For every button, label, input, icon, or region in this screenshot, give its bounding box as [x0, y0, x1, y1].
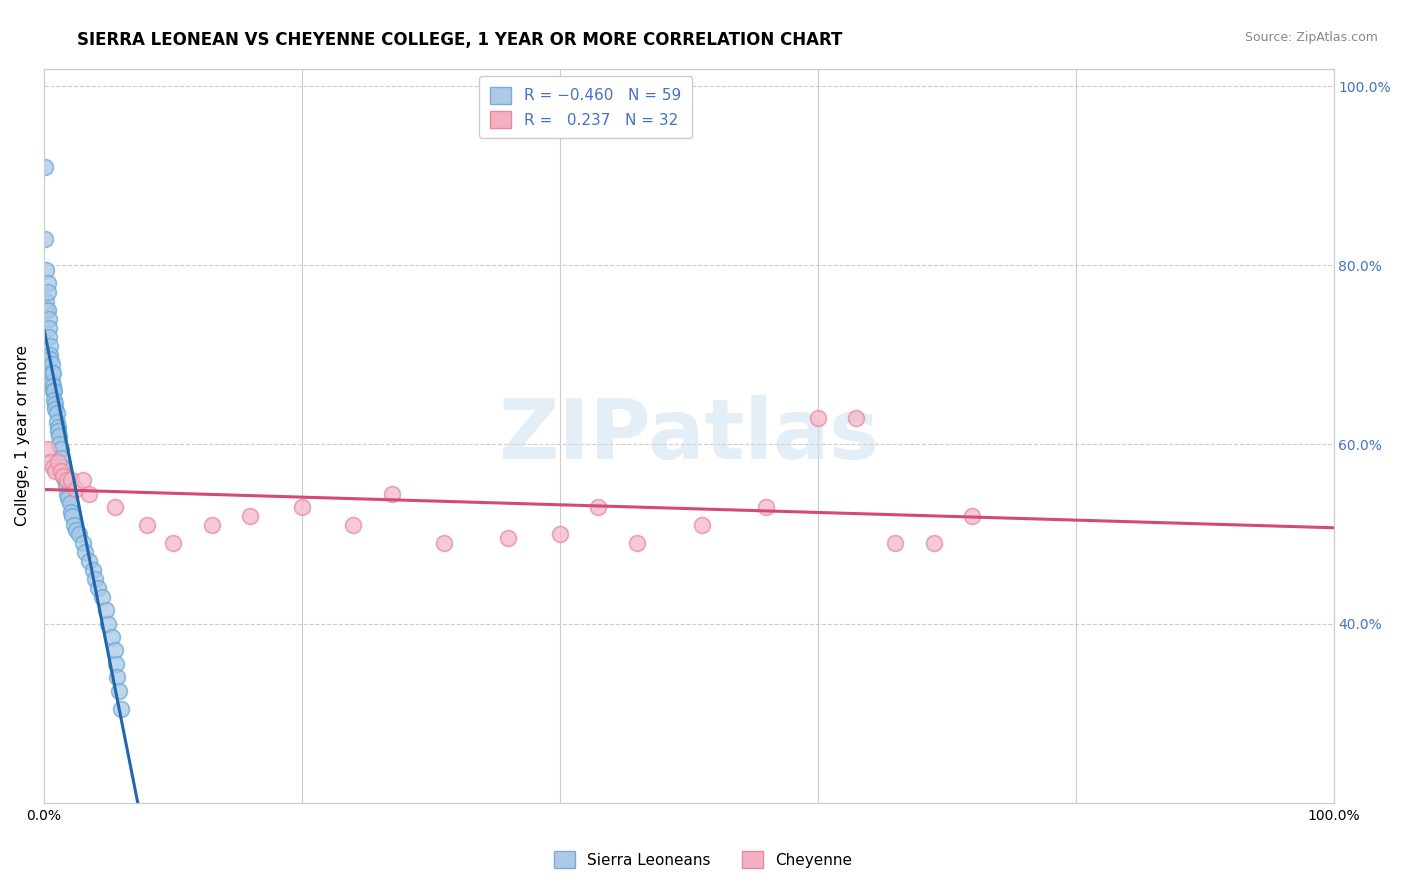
Point [72, 536, 94, 550]
Point [105, 657, 128, 671]
Legend: R = −0.460   N = 59, R =   0.237   N = 32: R = −0.460 N = 59, R = 0.237 N = 32 [479, 76, 692, 138]
Point [107, 683, 129, 698]
Point [56, 486, 79, 500]
Point [77, 486, 100, 500]
Point [97, 616, 120, 631]
Point [45, 406, 67, 420]
Point [44, 384, 66, 398]
Point [90, 590, 112, 604]
Point [626, 536, 648, 550]
Point [49, 450, 72, 465]
Point [48, 437, 70, 451]
Point [65, 523, 87, 537]
Point [690, 518, 713, 533]
Point [200, 518, 222, 533]
Point [162, 536, 184, 550]
Point [46, 419, 69, 434]
Point [342, 518, 364, 533]
Point [41, 366, 63, 380]
Point [44, 464, 66, 478]
Point [239, 509, 262, 524]
Point [87, 581, 110, 595]
Point [77, 554, 100, 568]
Point [44, 401, 66, 416]
Point [807, 410, 830, 425]
Point [433, 536, 456, 550]
Point [37, 303, 59, 318]
Point [52, 468, 75, 483]
Point [42, 366, 65, 380]
Point [46, 455, 69, 469]
Point [59, 505, 82, 519]
Point [381, 486, 404, 500]
Point [72, 473, 94, 487]
Text: Source: ZipAtlas.com: Source: ZipAtlas.com [1244, 31, 1378, 45]
Point [42, 459, 65, 474]
Point [922, 536, 945, 550]
Point [56, 473, 79, 487]
Point [67, 527, 90, 541]
Point [62, 518, 84, 533]
Point [291, 500, 314, 515]
Point [94, 603, 117, 617]
Point [60, 509, 83, 524]
Point [42, 384, 65, 398]
Point [37, 277, 59, 291]
Point [101, 630, 124, 644]
Point [104, 643, 127, 657]
Point [84, 572, 107, 586]
Point [38, 312, 60, 326]
Point [755, 500, 778, 515]
Point [104, 500, 127, 515]
Y-axis label: College, 1 year or more: College, 1 year or more [15, 345, 30, 526]
Point [105, 670, 128, 684]
Point [75, 545, 97, 559]
Point [34, 231, 56, 245]
Point [39, 455, 62, 469]
Point [588, 500, 610, 515]
Point [35, 303, 58, 318]
Point [884, 536, 907, 550]
Point [52, 468, 75, 483]
Text: ZIPatlas: ZIPatlas [498, 395, 879, 476]
Point [496, 532, 519, 546]
Point [37, 442, 59, 456]
Text: SIERRA LEONEAN VS CHEYENNE COLLEGE, 1 YEAR OR MORE CORRELATION CHART: SIERRA LEONEAN VS CHEYENNE COLLEGE, 1 YE… [77, 31, 842, 49]
Point [110, 701, 132, 715]
Point [59, 496, 82, 510]
Point [42, 379, 65, 393]
Point [136, 518, 159, 533]
Point [548, 527, 571, 541]
Point [55, 477, 77, 491]
Point [59, 473, 82, 487]
Point [65, 482, 87, 496]
Point [37, 285, 59, 300]
Point [53, 473, 76, 487]
Point [82, 563, 104, 577]
Point [39, 352, 62, 367]
Point [49, 442, 72, 456]
Point [44, 397, 66, 411]
Point [39, 339, 62, 353]
Point [962, 509, 984, 524]
Point [46, 424, 69, 438]
Point [51, 459, 73, 474]
Point [38, 321, 60, 335]
Point [35, 263, 58, 277]
Point [45, 415, 67, 429]
Point [41, 357, 63, 371]
Point [58, 491, 80, 506]
Point [38, 330, 60, 344]
Point [48, 428, 70, 442]
Point [49, 464, 72, 478]
Point [35, 294, 58, 309]
Point [34, 160, 56, 174]
Point [44, 392, 66, 407]
Legend: Sierra Leoneans, Cheyenne: Sierra Leoneans, Cheyenne [546, 844, 860, 875]
Point [845, 410, 868, 425]
Point [41, 375, 63, 389]
Point [39, 348, 62, 362]
